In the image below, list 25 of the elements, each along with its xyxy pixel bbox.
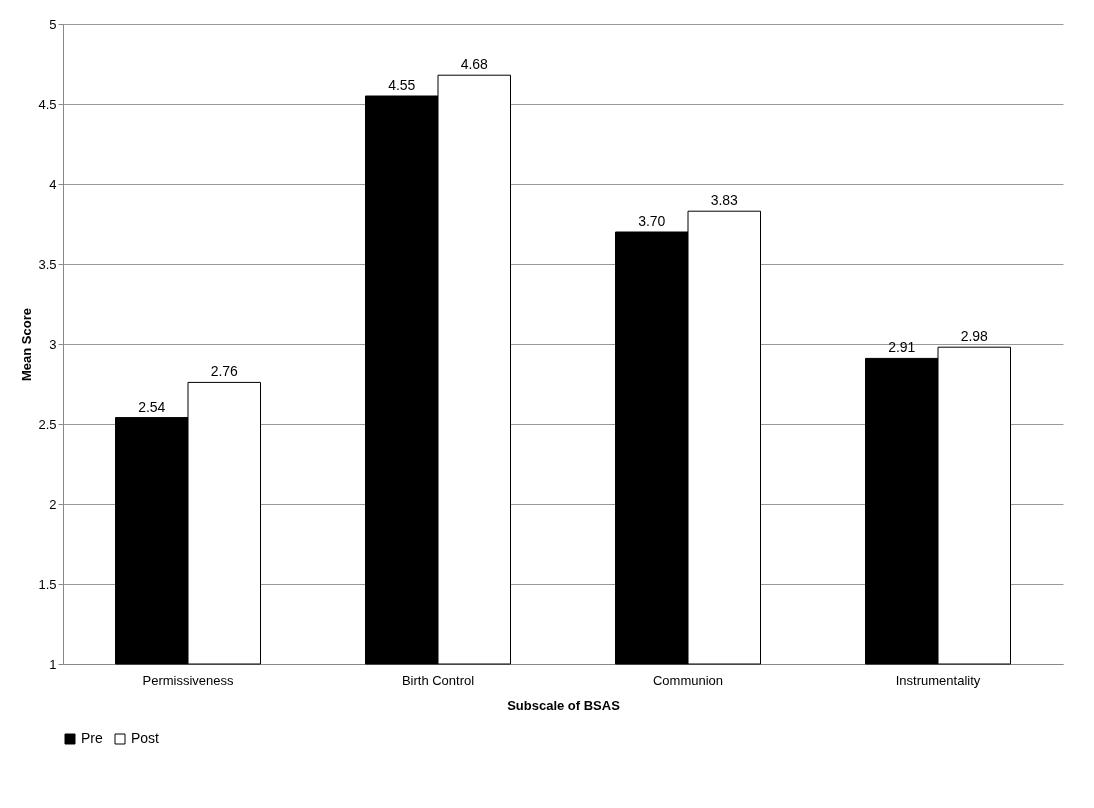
y-tick-label: 3 xyxy=(49,336,57,352)
y-tick-label: 4.5 xyxy=(38,96,57,112)
x-axis-title: Subscale of BSAS xyxy=(507,697,621,713)
data-label: 2.98 xyxy=(960,328,989,345)
data-label: 3.70 xyxy=(638,213,666,229)
data-label: 4.68 xyxy=(460,56,489,73)
data-label: 4.55 xyxy=(388,77,416,93)
x-tick-label: Birth Control xyxy=(401,672,475,688)
data-label: 3.83 xyxy=(710,192,739,209)
x-tick-label: Instrumentality xyxy=(895,672,981,688)
x-tick-label: Permissiveness xyxy=(142,672,235,688)
y-tick-label: 1.5 xyxy=(38,576,57,592)
x-tick-label: Communion xyxy=(652,672,724,688)
y-tick-label: 2.5 xyxy=(38,416,57,432)
data-label: 2.54 xyxy=(138,398,166,415)
y-tick-label: 4 xyxy=(49,176,57,192)
y-tick-label: 1 xyxy=(49,656,57,672)
legend-label: Pre xyxy=(81,730,103,746)
data-label: 2.76 xyxy=(210,363,239,380)
y-axis-title: Mean Score xyxy=(19,308,35,381)
data-label: 2.91 xyxy=(888,339,916,356)
y-tick-label: 2 xyxy=(49,496,57,512)
y-tick-label: 3.5 xyxy=(38,256,57,272)
legend-label: Post xyxy=(131,730,160,746)
y-tick-label: 5 xyxy=(49,16,57,32)
